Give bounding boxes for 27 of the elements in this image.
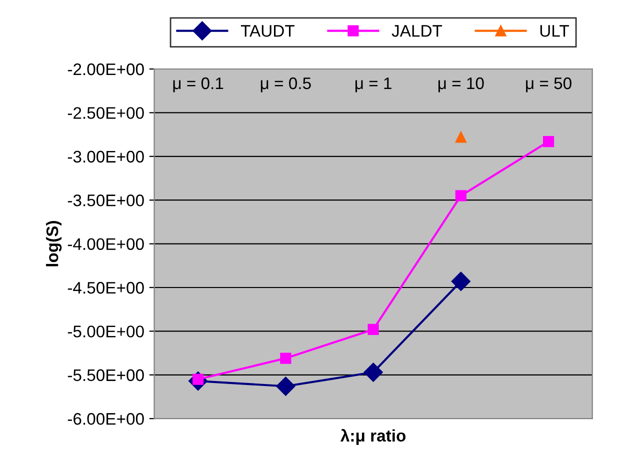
legend-label: JALDT xyxy=(392,25,442,37)
point xyxy=(542,136,554,148)
point xyxy=(364,362,383,382)
y-tick-label: -4.50E+00 xyxy=(68,282,144,294)
legend-label: TAUDT xyxy=(240,25,294,37)
y-axis-title: log(S) xyxy=(46,221,62,266)
y-tick-label: -6.00E+00 xyxy=(68,413,144,425)
y-tick-label: -4.00E+00 xyxy=(68,238,144,250)
point xyxy=(280,352,292,364)
y-tick-label: -5.00E+00 xyxy=(68,326,144,338)
y-tick-label: -5.50E+00 xyxy=(68,369,144,382)
point xyxy=(455,132,466,143)
y-tick-label: -3.50E+00 xyxy=(68,194,144,206)
x-tick-label: μ = 0.1 xyxy=(173,77,224,92)
point xyxy=(451,272,470,291)
x-tick-label: μ = 50 xyxy=(526,77,572,92)
y-tick-label: -2.50E+00 xyxy=(68,107,144,119)
point xyxy=(276,376,296,396)
x-axis-title: λ:μ ratio xyxy=(340,428,406,445)
point xyxy=(455,190,466,202)
y-tick-label: -3.00E+00 xyxy=(68,150,144,163)
x-tick-label: μ = 10 xyxy=(438,77,484,92)
legend-label: ULT xyxy=(540,25,569,37)
x-tick-label: μ = 0.5 xyxy=(260,77,311,92)
point xyxy=(368,324,379,336)
y-tick-label: -2.00E+00 xyxy=(68,63,144,76)
x-tick-label: μ = 1 xyxy=(355,78,392,92)
